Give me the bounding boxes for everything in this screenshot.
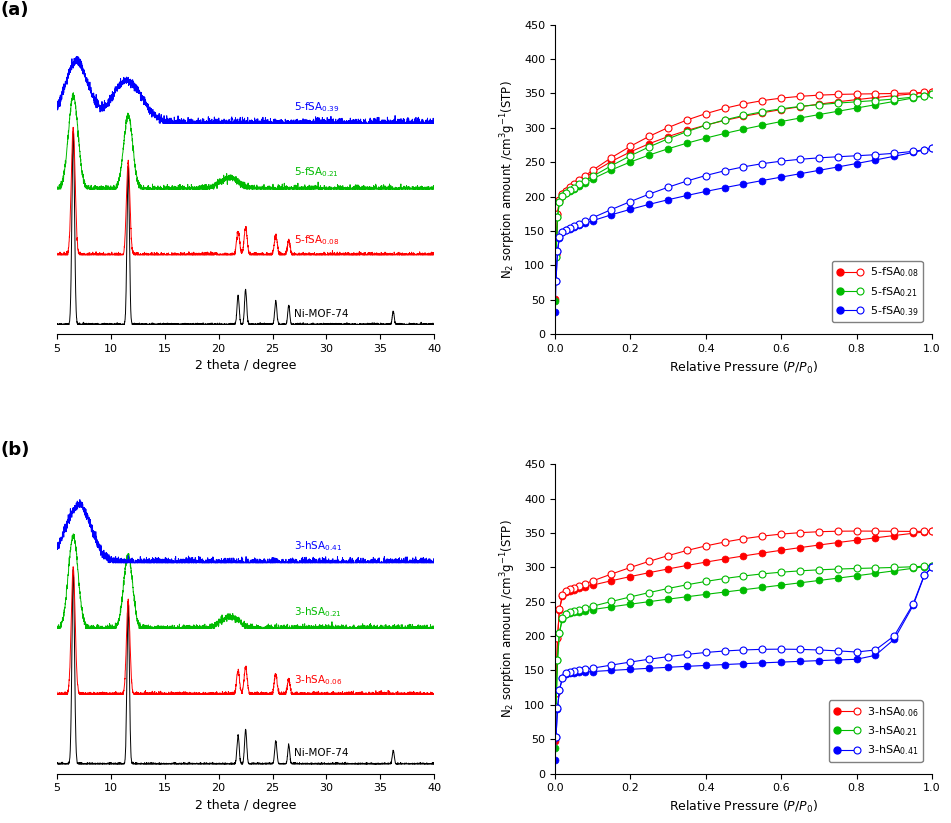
Text: 3-hSA$_{0.41}$: 3-hSA$_{0.41}$	[294, 539, 342, 553]
Y-axis label: N$_2$ sorption amount /cm$^3$g$^{-1}$(STP): N$_2$ sorption amount /cm$^3$g$^{-1}$(ST…	[499, 519, 518, 718]
X-axis label: 2 theta / degree: 2 theta / degree	[195, 799, 297, 812]
X-axis label: 2 theta / degree: 2 theta / degree	[195, 360, 297, 373]
Legend: 5-fSA$_{0.08}$, 5-fSA$_{0.21}$, 5-fSA$_{0.39}$: 5-fSA$_{0.08}$, 5-fSA$_{0.21}$, 5-fSA$_{…	[832, 261, 922, 323]
Text: (b): (b)	[1, 441, 29, 459]
Text: 5-fSA$_{0.08}$: 5-fSA$_{0.08}$	[294, 234, 340, 247]
Y-axis label: N$_2$ sorption amount /cm$^3$g$^{-1}$(STP): N$_2$ sorption amount /cm$^3$g$^{-1}$(ST…	[499, 80, 518, 279]
Text: 3-hSA$_{0.21}$: 3-hSA$_{0.21}$	[294, 605, 342, 619]
Text: 5-fSA$_{0.39}$: 5-fSA$_{0.39}$	[294, 100, 340, 114]
Text: Ni-MOF-74: Ni-MOF-74	[294, 309, 349, 319]
X-axis label: Relative Pressure ($P/P_0$): Relative Pressure ($P/P_0$)	[669, 360, 818, 375]
Text: 3-hSA$_{0.06}$: 3-hSA$_{0.06}$	[294, 672, 342, 686]
Text: 5-fSA$_{0.21}$: 5-fSA$_{0.21}$	[294, 165, 339, 179]
Text: Ni-MOF-74: Ni-MOF-74	[294, 748, 349, 758]
Legend: 3-hSA$_{0.06}$, 3-hSA$_{0.21}$, 3-hSA$_{0.41}$: 3-hSA$_{0.06}$, 3-hSA$_{0.21}$, 3-hSA$_{…	[828, 700, 922, 762]
Text: (a): (a)	[1, 2, 29, 20]
X-axis label: Relative Pressure ($P/P_0$): Relative Pressure ($P/P_0$)	[669, 799, 818, 815]
